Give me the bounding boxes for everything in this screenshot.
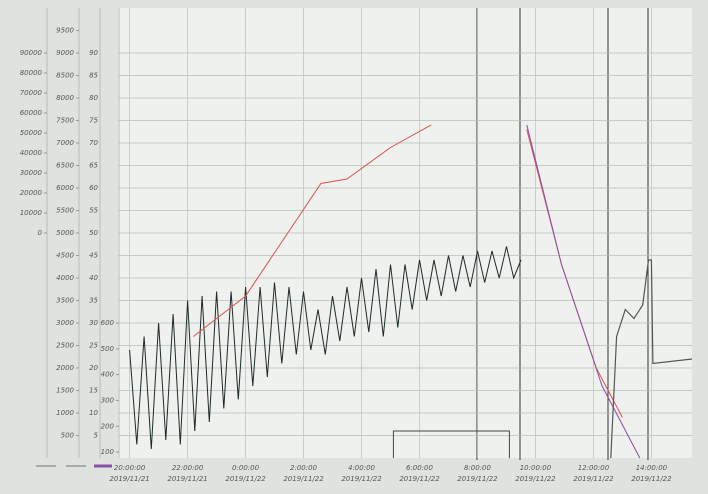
x-tick-label: 22:00:00 xyxy=(172,464,204,472)
y-tick-label: 65 xyxy=(89,162,98,170)
y-tick-label: 1000 xyxy=(56,409,74,417)
x-tick-label: 12:00:00 xyxy=(578,464,610,472)
y-tick-label: 5500 xyxy=(56,207,74,215)
y-tick-label: 200 xyxy=(101,422,115,430)
x-tick-label: 2:00:00 xyxy=(290,464,318,472)
y-tick-label: 500 xyxy=(61,432,75,440)
x-tick-date: 2019/11/21 xyxy=(167,475,207,483)
y-tick-label: 5000 xyxy=(56,229,74,237)
y-tick-label: 80000 xyxy=(20,69,43,77)
y-tick-label: 10000 xyxy=(20,209,43,217)
x-tick-date: 2019/11/22 xyxy=(515,475,556,483)
y-tick-label: 50 xyxy=(89,229,98,237)
y-tick-label: 300 xyxy=(101,396,115,404)
x-tick-date: 2019/11/22 xyxy=(457,475,498,483)
y-tick-label: 30000 xyxy=(20,169,43,177)
y-tick-label: 70 xyxy=(89,139,98,147)
y-tick-label: 7000 xyxy=(56,139,74,147)
x-tick-label: 20:00:00 xyxy=(114,464,146,472)
x-tick-date: 2019/11/22 xyxy=(631,475,672,483)
y-tick-label: 2000 xyxy=(56,364,74,372)
y-tick-label: 6000 xyxy=(56,184,74,192)
y-tick-label: 2500 xyxy=(56,342,74,350)
y-tick-label: 90000 xyxy=(20,49,43,57)
y-tick-label: 4000 xyxy=(56,274,74,282)
y-tick-label: 80 xyxy=(89,94,98,102)
x-tick-date: 2019/11/21 xyxy=(109,475,149,483)
y-tick-label: 5 xyxy=(94,432,99,440)
y-tick-label: 7500 xyxy=(56,117,74,125)
y-tick-label: 45 xyxy=(89,252,98,260)
y-tick-label: 35 xyxy=(89,297,98,305)
y-tick-label: 50000 xyxy=(20,129,43,137)
x-tick-date: 2019/11/22 xyxy=(283,475,324,483)
y-tick-label: 40 xyxy=(89,274,98,282)
y-tick-label: 400 xyxy=(101,371,115,379)
x-tick-label: 6:00:00 xyxy=(406,464,434,472)
y-tick-label: 8500 xyxy=(56,72,74,80)
y-tick-label: 1500 xyxy=(56,387,74,395)
y-tick-label: 100 xyxy=(101,448,115,456)
page: {"chart_data": { "type": "line", "xlim":… xyxy=(0,0,708,494)
y-tick-label: 6500 xyxy=(56,162,74,170)
y-tick-label: 9500 xyxy=(56,27,74,35)
x-tick-label: 14:00:00 xyxy=(636,464,668,472)
y-tick-label: 60000 xyxy=(20,109,43,117)
x-tick-label: 8:00:00 xyxy=(464,464,492,472)
y-tick-label: 15 xyxy=(89,387,98,395)
chart: 20:00:00 2019/11/21 22:00:00 2019/11/21 0:00… xyxy=(0,0,708,494)
y-tick-label: 3500 xyxy=(56,297,74,305)
y-tick-label: 20 xyxy=(89,364,98,372)
y-tick-label: 75 xyxy=(89,117,98,125)
y-tick-label: 30 xyxy=(89,319,98,327)
x-tick-date: 2019/11/22 xyxy=(573,475,614,483)
y-tick-label: 55 xyxy=(89,207,98,215)
y-tick-label: 40000 xyxy=(20,149,43,157)
x-tick-label: 4:00:00 xyxy=(348,464,376,472)
y-tick-label: 60 xyxy=(89,184,98,192)
y-tick-label: 10 xyxy=(89,409,98,417)
x-tick-label: 10:00:00 xyxy=(520,464,552,472)
y-tick-label: 3000 xyxy=(56,319,74,327)
y-tick-label: 0 xyxy=(38,229,43,237)
y-tick-label: 85 xyxy=(89,72,98,80)
y-tick-label: 500 xyxy=(101,345,115,353)
x-tick-label: 0:00:00 xyxy=(232,464,260,472)
y-tick-label: 4500 xyxy=(56,252,74,260)
y-tick-label: 8000 xyxy=(56,94,74,102)
y-tick-label: 25 xyxy=(89,342,98,350)
x-tick-date: 2019/11/22 xyxy=(399,475,440,483)
x-tick-date: 2019/11/22 xyxy=(225,475,266,483)
y-tick-label: 90 xyxy=(89,49,98,57)
y-tick-label: 70000 xyxy=(20,89,43,97)
x-tick-date: 2019/11/22 xyxy=(341,475,382,483)
y-tick-label: 9000 xyxy=(56,49,74,57)
y-tick-label: 600 xyxy=(101,319,115,327)
y-tick-label: 20000 xyxy=(20,189,43,197)
